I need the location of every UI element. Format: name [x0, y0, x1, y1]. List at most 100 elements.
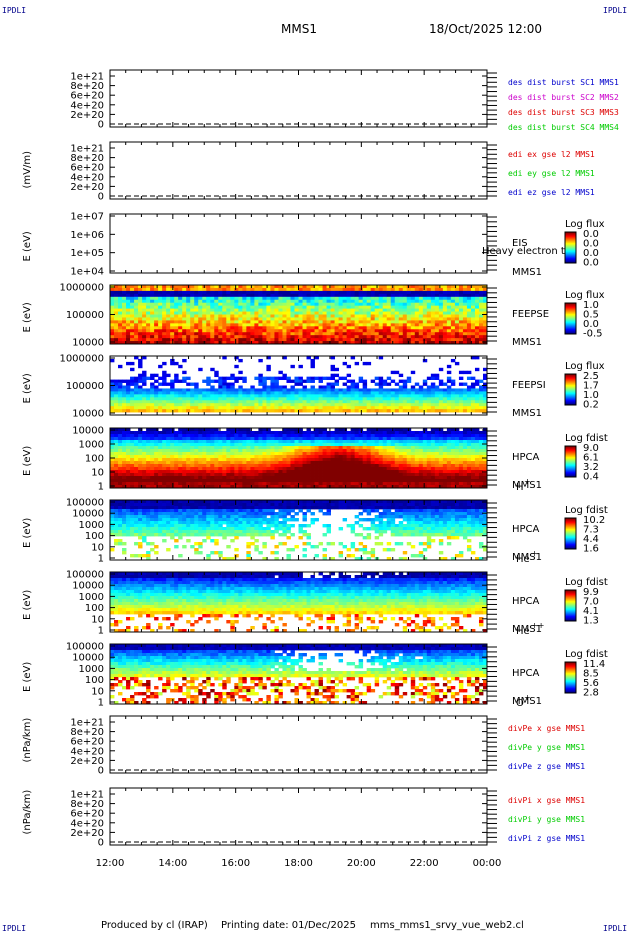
spectrogram-cell	[142, 473, 147, 477]
spectrogram-cell	[378, 335, 384, 339]
spectrogram-cell	[246, 479, 251, 483]
spectrogram-cell	[266, 443, 271, 447]
spectrogram-cell	[258, 290, 263, 295]
spectrogram-cell	[170, 476, 175, 480]
spectrogram-cell	[406, 308, 412, 312]
spectrogram-cell	[318, 290, 323, 295]
spectrogram-cell	[194, 397, 199, 401]
spectrogram-cell	[382, 473, 388, 477]
spectrogram-cell	[134, 323, 139, 327]
spectrogram-cell	[398, 314, 404, 318]
spectrogram-cell	[446, 302, 452, 307]
spectrogram-cell	[310, 385, 315, 389]
spectrogram-cell	[426, 287, 432, 292]
spectrogram-cell	[306, 446, 311, 450]
spectrogram-cell	[150, 428, 155, 432]
spectrogram-cell	[130, 452, 135, 456]
spectrogram-cell	[318, 446, 323, 450]
spectrogram-cell	[166, 302, 171, 307]
spectrogram-cell	[434, 341, 440, 345]
spectrogram-cell	[450, 314, 456, 318]
spectrogram-cell	[410, 482, 416, 486]
spectrogram-cell	[174, 473, 179, 477]
spectrogram-cell	[462, 290, 468, 295]
spectrogram-cell	[218, 335, 223, 339]
spectrogram-cell	[146, 287, 151, 292]
spectrogram-cell	[154, 476, 159, 480]
spectrogram-cell	[142, 285, 147, 289]
spectrogram-cell	[466, 409, 472, 413]
spectrogram-cell	[422, 338, 428, 342]
spectrogram-cell	[454, 335, 460, 339]
spectrogram-cell	[274, 335, 279, 339]
spectrogram-cell	[286, 326, 291, 330]
spectrogram-cell	[330, 305, 335, 309]
spectrogram-cell	[282, 326, 287, 330]
spectrogram-cell	[366, 323, 372, 327]
spectrogram-cell	[214, 326, 219, 330]
spectrogram-cell	[286, 479, 291, 483]
spectrogram-cell	[430, 338, 436, 342]
spectrogram-cell	[158, 332, 163, 336]
spectrogram-cell	[318, 296, 323, 301]
spectrogram-cell	[438, 308, 444, 312]
spectrogram-cell	[130, 458, 135, 462]
spectrogram-cell	[330, 391, 335, 395]
spectrogram-cell	[126, 479, 131, 483]
spectrogram-cell	[358, 299, 364, 304]
spectrogram-cell	[134, 467, 139, 471]
spectrogram-cell	[350, 394, 356, 398]
spectrogram-cell	[414, 388, 420, 392]
spectrogram-cell	[382, 394, 388, 398]
spectrogram-cell	[214, 406, 219, 410]
spectrogram-cell	[430, 385, 436, 389]
spectrogram-cell	[138, 437, 143, 441]
spectrogram-cell	[330, 470, 335, 474]
spectrogram-cell	[178, 285, 183, 289]
spectrogram-cell	[146, 467, 151, 471]
spectrogram-cell	[298, 326, 303, 330]
spectrogram-cell	[138, 299, 143, 304]
spectrogram-cell	[122, 446, 127, 450]
spectrogram-cell	[294, 479, 299, 483]
spectrogram-cell	[270, 311, 275, 315]
spectrogram-cell	[294, 329, 299, 333]
spectrogram-cell	[226, 332, 231, 336]
spectrogram-cell	[366, 394, 372, 398]
spectrogram-cell	[306, 394, 311, 398]
colorbar-strip	[565, 250, 576, 252]
spectrogram-cell	[310, 293, 315, 298]
colorbar-strip	[565, 326, 576, 328]
spectrogram-cell	[278, 400, 283, 404]
spectrogram-cell	[462, 320, 468, 324]
spectrogram-cell	[214, 323, 219, 327]
spectrogram-cell	[230, 382, 235, 386]
spectrogram-cell	[254, 311, 259, 315]
spectrogram-cell	[330, 335, 335, 339]
spectrogram-cell	[366, 287, 372, 292]
spectrogram-cell	[338, 464, 344, 468]
spectrogram-cell	[142, 455, 147, 459]
spectrogram-cell	[418, 290, 424, 295]
spectrogram-cell	[382, 458, 388, 462]
spectrogram-cell	[202, 434, 207, 438]
spectrogram-cell	[306, 391, 311, 395]
spectrogram-cell	[338, 317, 344, 321]
spectrogram-cell	[266, 482, 271, 486]
spectrogram-cell	[466, 326, 472, 330]
spectrogram-cell	[478, 394, 484, 398]
spectrogram-cell	[214, 400, 219, 404]
spectrogram-cell	[286, 293, 291, 298]
spectrogram-cell	[346, 285, 352, 289]
spectrogram-cell	[150, 382, 155, 386]
colorbar-tick-label: 1.0	[583, 390, 599, 401]
spectrogram-cell	[166, 479, 171, 483]
spectrogram-cell	[378, 391, 384, 395]
spectrogram-cell	[346, 317, 352, 321]
spectrogram-cell	[394, 397, 400, 401]
spectrogram-cell	[262, 446, 267, 450]
spectrogram-cell	[154, 329, 159, 333]
spectrogram-cell	[354, 311, 360, 315]
spectrogram-cell	[130, 293, 135, 298]
spectrogram-cell	[126, 329, 131, 333]
